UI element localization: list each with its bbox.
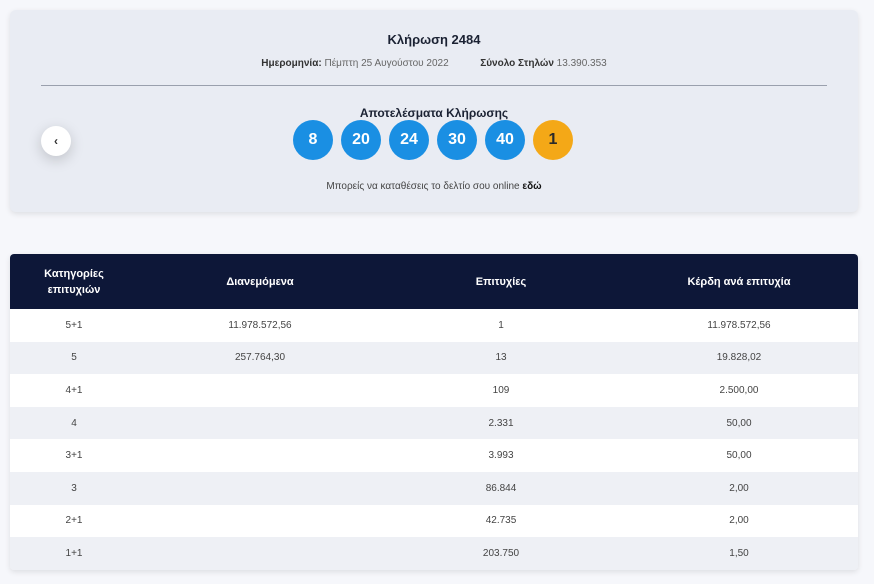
cell-prize: 50,00 <box>726 417 752 429</box>
table-row: 3 86.844 2,00 <box>10 471 858 505</box>
winning-numbers: 8 20 24 30 40 1 <box>293 120 573 160</box>
online-link[interactable]: εδώ <box>522 181 542 192</box>
cell-category: 3 <box>71 482 77 494</box>
date-value: Πέμπτη 25 Αυγούστου 2022 <box>324 58 449 69</box>
cell-distributed <box>138 439 382 472</box>
header-distributed: Διανεμόμενα <box>226 275 294 288</box>
online-text: Μπορείς να καταθέσεις το δελτίο σου onli… <box>326 181 523 192</box>
cell-prize: 1,50 <box>729 547 749 559</box>
cell-category: 4+1 <box>65 384 83 396</box>
results-title: Αποτελέσματα Κλήρωσης <box>359 106 509 120</box>
cell-category: 5 <box>71 352 77 364</box>
cell-prize: 19.828,02 <box>716 352 762 364</box>
cell-distributed <box>138 374 382 407</box>
cell-prize: 2.500,00 <box>719 384 759 396</box>
cell-winners: 86.844 <box>485 482 517 494</box>
columns-label: Σύνολο Στηλών <box>480 58 554 69</box>
cell-winners: 42.735 <box>485 515 517 527</box>
cell-category: 5+1 <box>65 319 83 331</box>
cell-winners: 2.331 <box>488 417 514 429</box>
cell-distributed: 257.764,30 <box>234 352 286 364</box>
draw-card: Κλήρωση 2484 Ημερομηνία: Πέμπτη 25 Αυγού… <box>10 10 858 212</box>
table-row: 5+1 11.978.572,56 1 11.978.572,56 <box>10 309 858 342</box>
cell-category: 2+1 <box>65 515 83 527</box>
prize-table: Κατηγορίες επιτυχιών Διανεμόμενα Επιτυχί… <box>10 254 858 570</box>
number-ball: 30 <box>437 120 477 160</box>
cell-winners: 1 <box>498 319 504 331</box>
draw-meta: Ημερομηνία: Πέμπτη 25 Αυγούστου 2022 Σύν… <box>10 58 858 69</box>
joker-ball: 1 <box>533 120 573 160</box>
table-row: 4 2.331 50,00 <box>10 406 858 440</box>
cell-category: 4 <box>71 417 77 429</box>
cell-distributed <box>138 537 382 570</box>
cell-distributed <box>138 505 382 538</box>
table-row: 2+1 42.735 2,00 <box>10 504 858 538</box>
number-ball: 24 <box>389 120 429 160</box>
cell-category: 1+1 <box>65 547 83 559</box>
header-prize-per-winner: Κέρδη ανά επιτυχία <box>687 275 791 288</box>
draw-title: Κλήρωση 2484 <box>387 32 481 47</box>
number-ball: 40 <box>485 120 525 160</box>
previous-draw-button[interactable]: ‹ <box>41 126 71 156</box>
cell-distributed <box>138 472 382 505</box>
divider <box>41 85 827 86</box>
header-category: Κατηγορίες επιτυχιών <box>44 267 104 296</box>
cell-winners: 203.750 <box>482 547 520 559</box>
cell-prize: 50,00 <box>726 450 752 462</box>
cell-winners: 3.993 <box>488 450 514 462</box>
cell-prize: 2,00 <box>729 482 749 494</box>
cell-prize: 2,00 <box>729 515 749 527</box>
cell-distributed: 11.978.572,56 <box>228 319 292 331</box>
number-ball: 8 <box>293 120 333 160</box>
cell-winners: 109 <box>492 384 510 396</box>
header-winners: Επιτυχίες <box>475 275 527 288</box>
table-row: 3+1 3.993 50,00 <box>10 439 858 472</box>
number-ball: 20 <box>341 120 381 160</box>
cell-distributed <box>138 407 382 440</box>
chevron-left-icon: ‹ <box>54 134 58 148</box>
date-label: Ημερομηνία: <box>261 58 322 69</box>
online-note: Μπορείς να καταθέσεις το δελτίο σου onli… <box>10 181 858 192</box>
columns-value: 13.390.353 <box>556 58 607 69</box>
cell-prize: 11.978.572,56 <box>707 319 771 331</box>
table-row: 4+1 109 2.500,00 <box>10 374 858 407</box>
cell-category: 3+1 <box>65 450 83 462</box>
table-row: 1+1 203.750 1,50 <box>10 537 858 570</box>
cell-winners: 13 <box>495 352 507 364</box>
table-header-row: Κατηγορίες επιτυχιών Διανεμόμενα Επιτυχί… <box>10 254 858 309</box>
table-row: 5 257.764,30 13 19.828,02 <box>10 341 858 375</box>
